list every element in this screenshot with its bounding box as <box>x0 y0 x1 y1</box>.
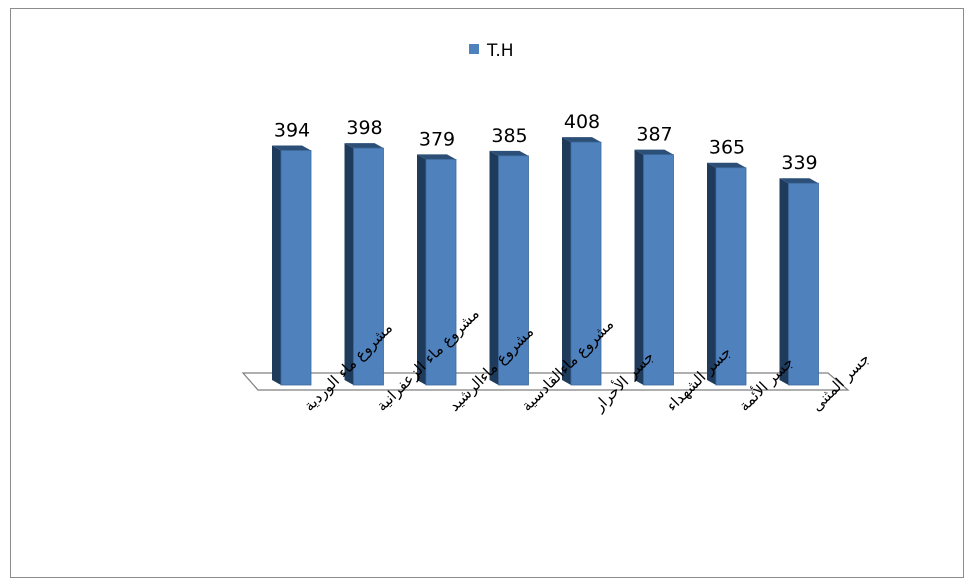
bar-top-face <box>344 143 384 149</box>
data-label-2: 398 <box>346 117 382 139</box>
bar-front-face <box>425 159 457 386</box>
bar-7 <box>707 162 747 386</box>
legend-label: T.H <box>486 41 514 61</box>
bar-top-face <box>562 137 601 143</box>
bar-1 <box>272 145 312 386</box>
data-label-5: 408 <box>564 111 600 133</box>
legend: T.H <box>469 41 514 61</box>
bar-front-face <box>570 141 602 386</box>
chart-floor <box>241 372 850 391</box>
bar-top-face <box>417 154 456 160</box>
bar-front-face <box>498 155 529 386</box>
bar-side-face <box>707 162 716 385</box>
floor-plane <box>241 372 850 391</box>
bar-front-face <box>353 147 384 386</box>
bar-5 <box>562 137 602 386</box>
bar-side-face <box>779 178 789 385</box>
data-labels-group: 394 398 379 385 408 387 365 339 <box>274 111 818 174</box>
bar-top-face <box>779 178 819 184</box>
bar-6 <box>634 149 674 386</box>
bar-side-face <box>634 149 644 385</box>
bar-side-face <box>272 145 281 385</box>
bar-front-face <box>280 150 312 386</box>
bar-front-face <box>643 154 674 386</box>
bar-8 <box>779 178 819 386</box>
bar-front-face <box>788 182 819 386</box>
bar-3 <box>417 154 457 386</box>
data-label-6: 387 <box>636 124 672 146</box>
legend-swatch <box>469 44 479 54</box>
data-label-7: 365 <box>709 137 745 159</box>
bar-side-face <box>344 143 354 385</box>
bar-side-face <box>417 154 426 385</box>
bar-top-face <box>634 149 674 155</box>
bar-2 <box>344 143 384 386</box>
data-label-3: 379 <box>419 128 455 150</box>
bar-4 <box>489 150 529 386</box>
bar-top-face <box>489 150 529 156</box>
bars-group <box>272 137 819 386</box>
data-label-4: 385 <box>491 125 527 147</box>
bar-top-face <box>272 145 311 151</box>
bar-side-face <box>562 137 571 385</box>
bar-top-face <box>707 162 746 168</box>
bar-side-face <box>489 150 499 385</box>
bar-front-face <box>715 167 747 386</box>
data-label-8: 339 <box>781 152 817 174</box>
data-label-1: 394 <box>274 119 310 141</box>
